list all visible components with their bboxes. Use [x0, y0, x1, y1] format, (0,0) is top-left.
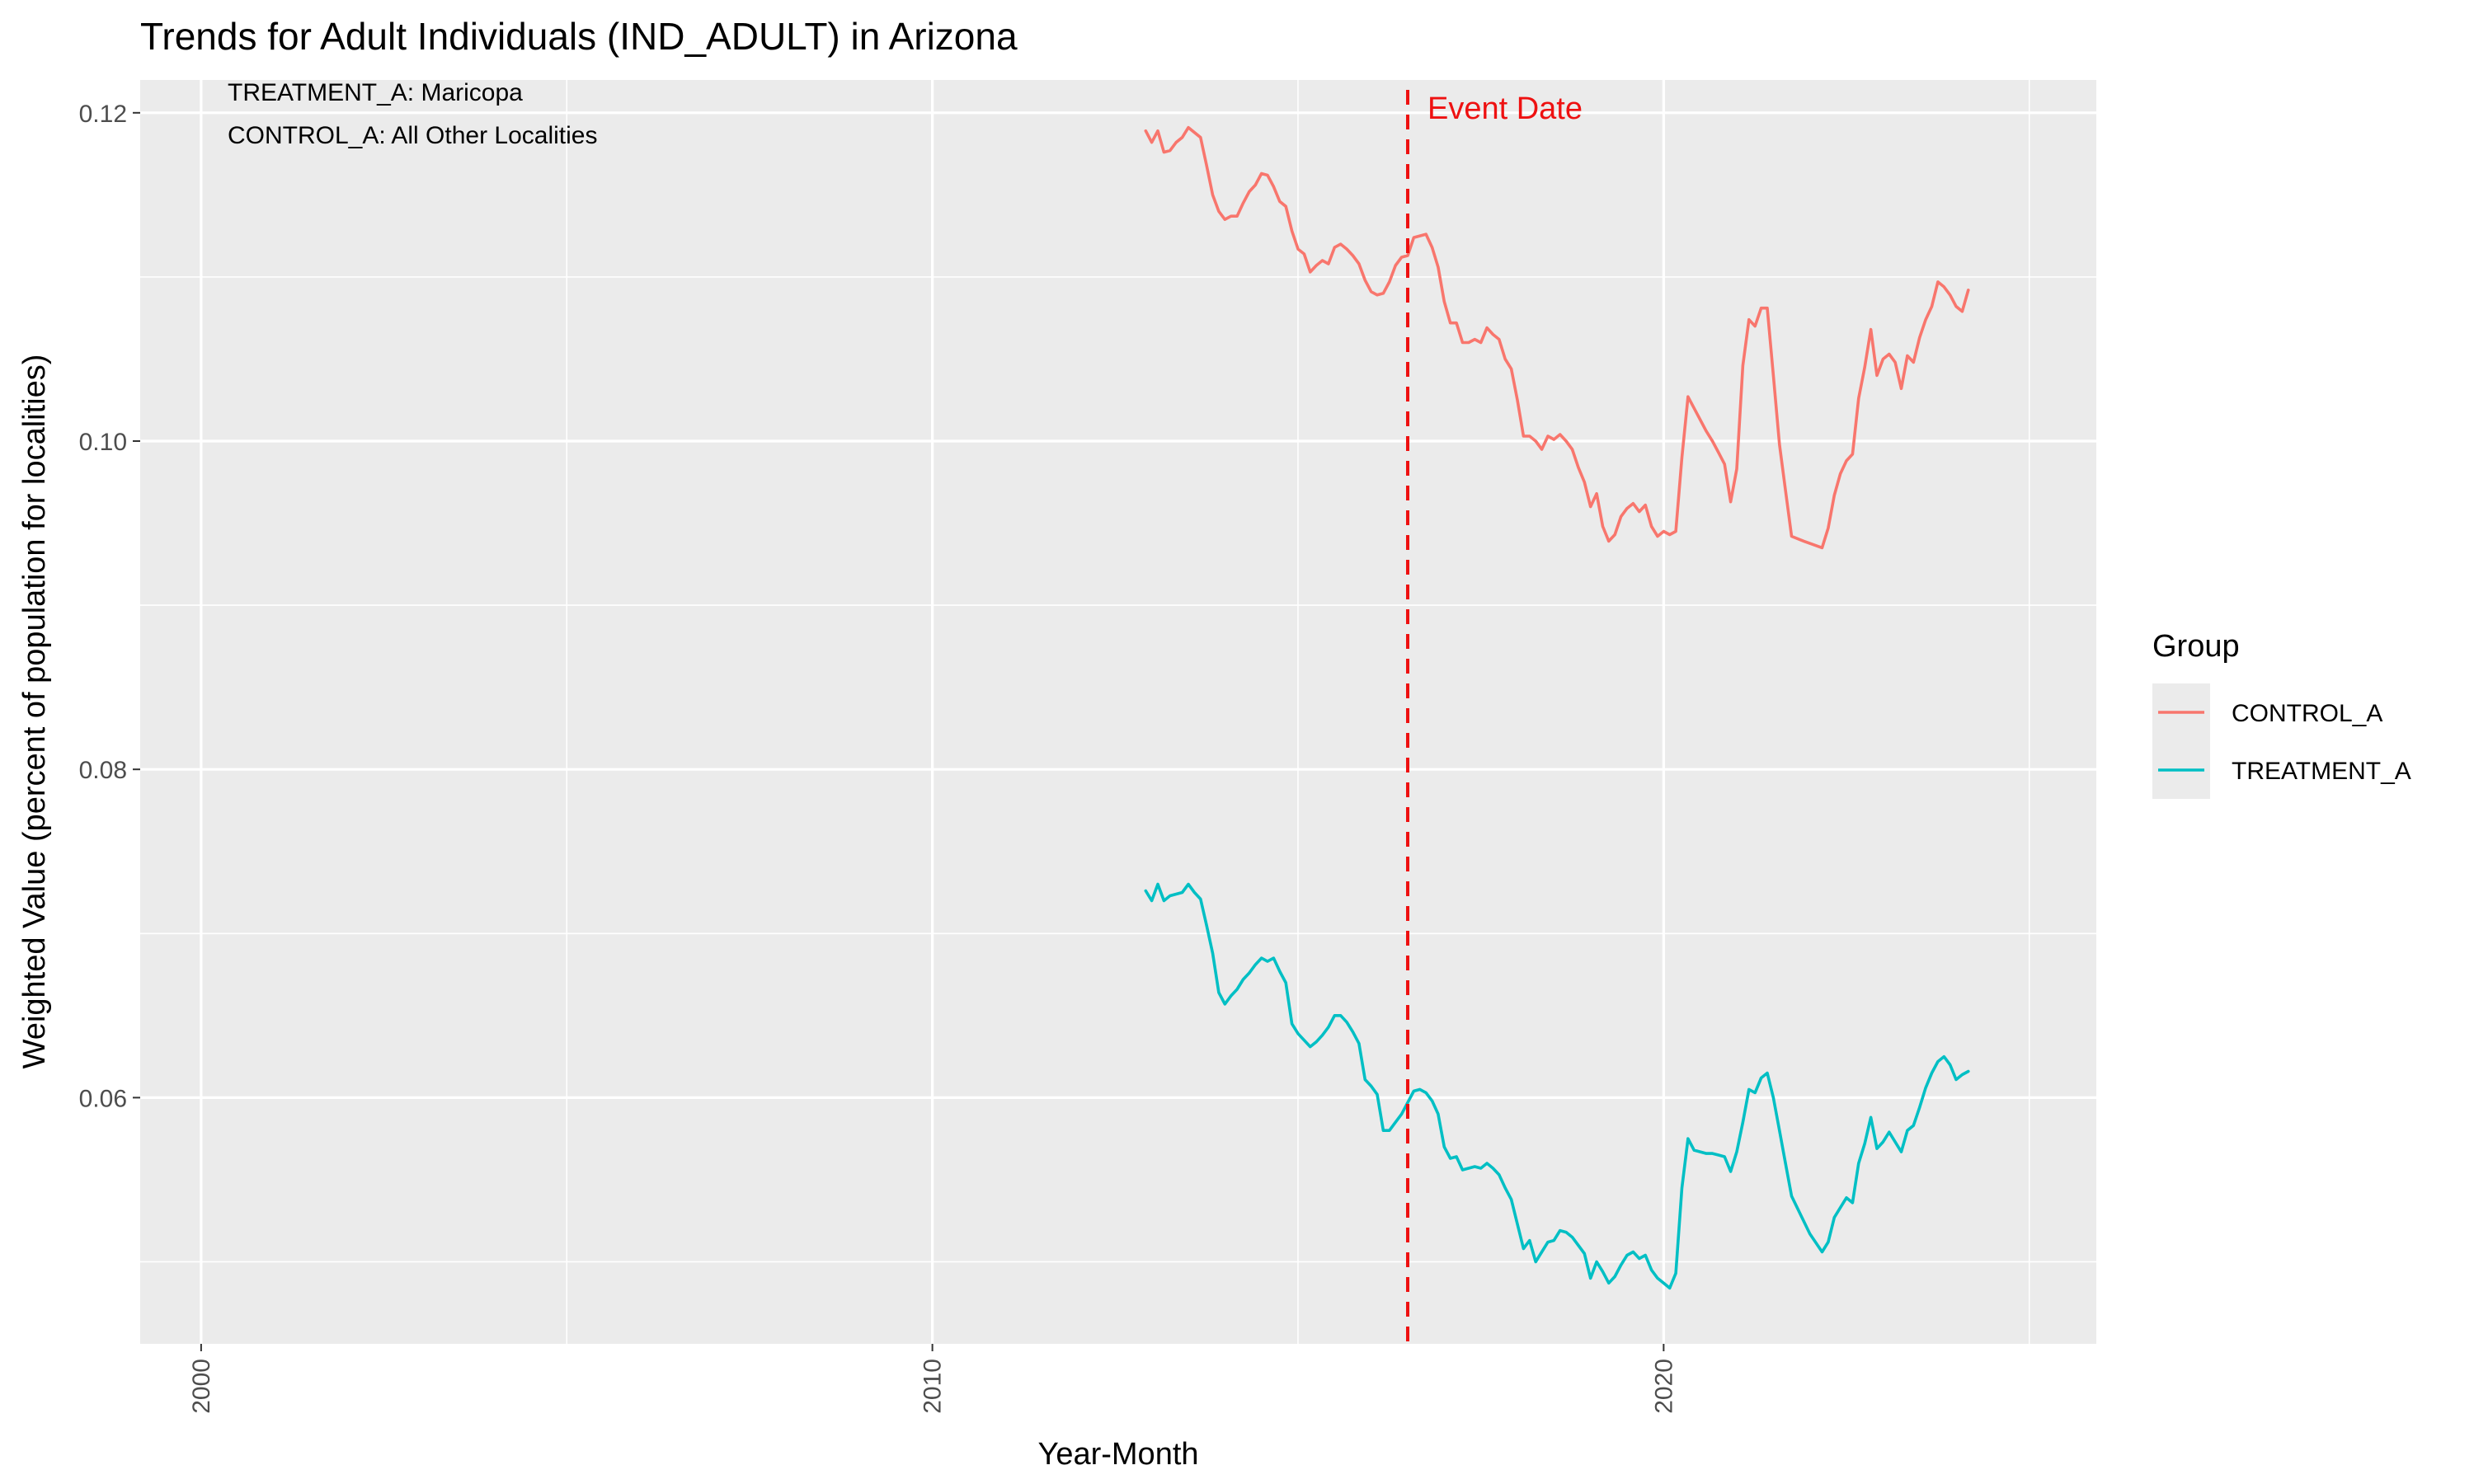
y-tick-label: 0.12: [79, 101, 127, 128]
legend-label-treatment-a: TREATMENT_A: [2232, 758, 2411, 785]
plot-panel: [140, 80, 2096, 1344]
x-tick-label: 2020: [1650, 1359, 1677, 1414]
chart-title: Trends for Adult Individuals (IND_ADULT)…: [140, 15, 1018, 58]
x-tick-label: 2000: [188, 1359, 215, 1414]
event-date-label: Event Date: [1427, 92, 1583, 126]
y-tick-label: 0.08: [79, 757, 127, 784]
minor-gridlines: [140, 80, 2096, 1344]
legend: Group CONTROL_A TREATMENT_A: [2152, 629, 2411, 799]
major-gridlines: [140, 80, 2096, 1344]
legend-label-control-a: CONTROL_A: [2232, 700, 2382, 727]
x-axis: 2000 2010 2020: [188, 1344, 1677, 1414]
y-tick-label: 0.06: [79, 1085, 127, 1112]
y-axis-title: Weighted Value (percent of population fo…: [17, 355, 52, 1069]
annotation-treatment: TREATMENT_A: Maricopa: [228, 79, 523, 106]
annotation-control: CONTROL_A: All Other Localities: [228, 122, 598, 149]
x-tick-label: 2010: [920, 1359, 947, 1414]
x-axis-title: Year-Month: [1037, 1437, 1198, 1472]
y-axis: 0.06 0.08 0.10 0.12: [79, 101, 140, 1112]
y-tick-label: 0.10: [79, 429, 127, 456]
series-line-control-a: [1144, 125, 1970, 550]
series-layer: [1144, 125, 1970, 1290]
legend-title: Group: [2152, 629, 2240, 664]
series-line-treatment-a: [1144, 882, 1970, 1290]
